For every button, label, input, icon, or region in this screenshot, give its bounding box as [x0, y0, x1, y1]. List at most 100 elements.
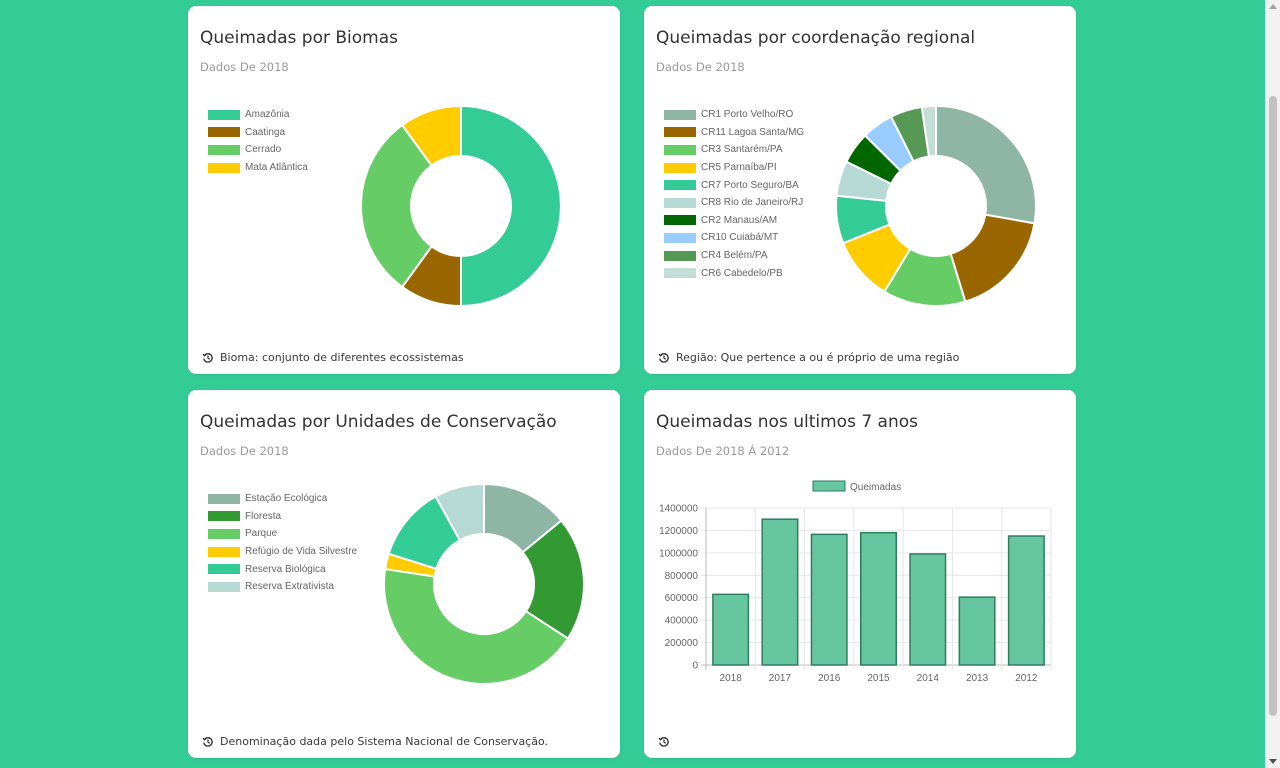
y-tick-label: 200000	[665, 638, 699, 649]
legend-label: Parque	[245, 528, 278, 540]
donut-slice-cerrado[interactable]	[360, 123, 434, 289]
legend-item-cr10-cuiaba-mt[interactable]: CR10 Cuiabá/MT	[664, 229, 804, 247]
legend-item-cr4-belem-pa[interactable]: CR4 Belém/PA	[664, 247, 804, 265]
x-tick-label: 2018	[720, 673, 743, 684]
legend-label: CR6 Cabedelo/PB	[701, 267, 783, 279]
legend-swatch	[208, 581, 240, 592]
legend-label: CR5 Parnaíba/PI	[701, 162, 777, 174]
legend-item-estacao-ecologica[interactable]: Estação Ecológica	[208, 490, 357, 508]
bar-2014[interactable]	[909, 553, 947, 666]
legend-swatch	[208, 528, 240, 539]
x-tick-label: 2014	[917, 673, 940, 684]
legend-label: CR10 Cuiabá/MT	[701, 232, 779, 244]
legend-swatch	[208, 564, 240, 575]
footer-text: Denominação dada pelo Sistema Nacional d…	[220, 735, 549, 748]
legend-item-cr2-manaus-am[interactable]: CR2 Manaus/AM	[664, 212, 804, 230]
legend-swatch	[208, 511, 240, 522]
card-subtitle: Dados De 2018	[200, 60, 289, 74]
legend-item-cr8-rio-de-janeiro-rj[interactable]: CR8 Rio de Janeiro/RJ	[664, 194, 804, 212]
donut-slice-cr1-porto-velho-ro[interactable]	[935, 104, 1037, 225]
history-icon	[202, 736, 213, 747]
donut-slice-mata-atlantica[interactable]	[400, 104, 462, 167]
scroll-up-icon[interactable]	[1269, 4, 1277, 9]
donut-slice-cr11-lagoa-santa-mg[interactable]	[949, 213, 1036, 303]
legend-item-cr5-parnaiba-pi[interactable]: CR5 Parnaíba/PI	[664, 159, 804, 177]
y-tick-label: 0	[692, 661, 698, 672]
legend-swatch	[664, 162, 696, 173]
scroll-down-icon[interactable]	[1269, 759, 1277, 764]
legend-item-cerrado[interactable]: Cerrado	[208, 141, 308, 159]
history-icon	[202, 352, 213, 363]
card-subtitle: Dados De 2018	[200, 444, 289, 458]
legend-item-reserva-biologica[interactable]: Reserva Biológica	[208, 560, 357, 578]
legend-item-queimadas[interactable]: Queimadas	[812, 480, 901, 493]
legend-swatch	[664, 127, 696, 138]
history-icon	[658, 737, 669, 747]
bar-2018[interactable]	[712, 593, 750, 666]
donut-chart-biomas	[360, 104, 562, 308]
bar-2017[interactable]	[761, 518, 799, 666]
legend-item-refugio-de-vida-silvestre[interactable]: Refúgio de Vida Silvestre	[208, 543, 357, 561]
chart-legend: Estação Ecológica Floresta Parque Refúgio d…	[208, 490, 357, 596]
legend-item-cr6-cabedelo-pb[interactable]: CR6 Cabedelo/PB	[664, 264, 804, 282]
legend-item-cr1-porto-velho-ro[interactable]: CR1 Porto Velho/RO	[664, 106, 804, 124]
donut-slice-amazonia[interactable]	[460, 104, 562, 308]
legend-label: Floresta	[245, 510, 282, 522]
bar-2016[interactable]	[810, 533, 848, 666]
legend-swatch	[664, 215, 696, 226]
card-title: Queimadas por Unidades de Conservação	[200, 412, 557, 432]
legend-swatch	[664, 268, 696, 279]
legend-item-cr7-porto-seguro-ba[interactable]: CR7 Porto Seguro/BA	[664, 176, 804, 194]
legend-item-amazonia[interactable]: Amazônia	[208, 106, 308, 124]
legend-label: Reserva Biológica	[245, 563, 326, 575]
donut-slice-cr6-cabedelo-pb[interactable]	[920, 104, 937, 158]
card-footer: Região: Que pertence a ou é próprio de u…	[658, 351, 959, 364]
legend-label: Queimadas	[850, 482, 901, 493]
legend-label: CR11 Lagoa Santa/MG	[701, 126, 805, 138]
legend-swatch	[812, 480, 846, 492]
legend-label: CR3 Santarém/PA	[701, 144, 783, 156]
card-biomas: Queimadas por Biomas Dados De 2018 Amazô…	[188, 6, 620, 374]
chart-legend: CR1 Porto Velho/RO CR11 Lagoa Santa/MG CR3…	[664, 106, 804, 282]
bar-2013[interactable]	[958, 596, 996, 666]
y-tick-label: 800000	[665, 571, 699, 582]
legend-item-caatinga[interactable]: Caatinga	[208, 124, 308, 142]
legend-swatch	[208, 109, 240, 120]
legend-swatch	[664, 232, 696, 243]
card-footer: Denominação dada pelo Sistema Nacional d…	[202, 735, 548, 748]
donut-slice-reserva-extrativista[interactable]	[434, 482, 485, 542]
legend-item-mata-atlantica[interactable]: Mata Atlântica	[208, 159, 308, 177]
legend-item-parque[interactable]: Parque	[208, 525, 357, 543]
legend-label: Amazônia	[245, 109, 290, 121]
legend-swatch	[664, 250, 696, 261]
legend-swatch	[208, 127, 240, 138]
legend-label: Estação Ecológica	[245, 493, 328, 505]
legend-item-reserva-extrativista[interactable]: Reserva Extrativista	[208, 578, 357, 596]
card-subtitle: Dados De 2018	[656, 60, 745, 74]
card-ultimos-7-anos: Queimadas nos ultimos 7 anos Dados De 20…	[644, 390, 1076, 758]
legend-item-floresta[interactable]: Floresta	[208, 508, 357, 526]
y-tick-label: 600000	[665, 593, 699, 604]
legend-swatch	[208, 546, 240, 557]
donut-slice-floresta[interactable]	[521, 519, 585, 640]
legend-item-cr11-lagoa-santa-mg[interactable]: CR11 Lagoa Santa/MG	[664, 124, 804, 142]
page-scrollbar[interactable]	[1265, 0, 1280, 768]
x-tick-label: 2012	[1015, 673, 1038, 684]
legend-swatch	[208, 493, 240, 504]
legend-label: Reserva Extrativista	[245, 581, 334, 593]
legend-swatch	[664, 144, 696, 155]
legend-label: Caatinga	[245, 126, 286, 138]
x-tick-label: 2013	[966, 673, 989, 684]
scrollbar-thumb[interactable]	[1269, 96, 1277, 716]
card-subtitle: Dados De 2018 Á 2012	[656, 444, 790, 458]
card-coordenacao-regional: Queimadas por coordenação regional Dados…	[644, 6, 1076, 374]
x-tick-label: 2017	[769, 673, 792, 684]
bar-chart-anos: Queimadas 0 200000 400000 600000 800000 100000…	[659, 480, 1052, 684]
card-title: Queimadas nos ultimos 7 anos	[656, 412, 918, 432]
legend-item-cr3-santarem-pa[interactable]: CR3 Santarém/PA	[664, 141, 804, 159]
bar-2012[interactable]	[1007, 535, 1045, 666]
donut-slice-parque[interactable]	[383, 567, 570, 685]
bar-2015[interactable]	[860, 531, 897, 666]
card-title: Queimadas por Biomas	[200, 28, 398, 48]
legend-label: CR2 Manaus/AM	[701, 214, 778, 226]
